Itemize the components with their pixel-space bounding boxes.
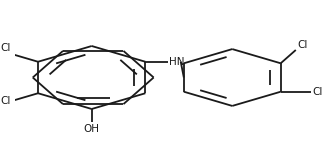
Text: Cl: Cl [0,43,10,53]
Text: Cl: Cl [0,96,10,106]
Text: Cl: Cl [297,40,307,50]
Text: OH: OH [84,124,100,134]
Text: HN: HN [169,57,185,67]
Text: Cl: Cl [312,87,322,97]
